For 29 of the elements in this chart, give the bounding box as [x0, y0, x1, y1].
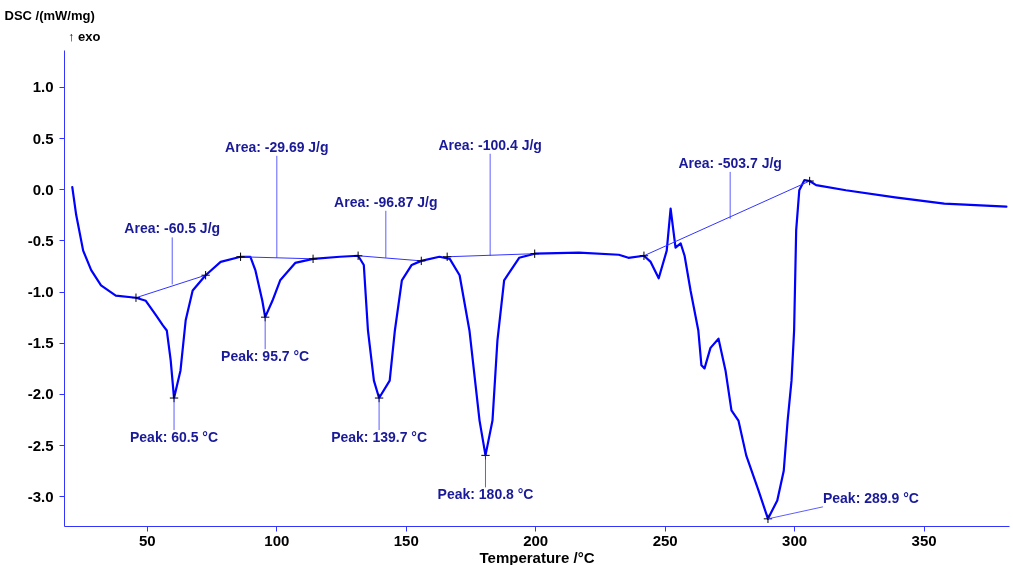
- annotation: Peak: 95.7 °C: [221, 348, 310, 365]
- y-tick-label: -1.5: [27, 334, 54, 352]
- annotation: Peak: 139.7 °C: [331, 429, 428, 446]
- x-tick-label: 200: [523, 531, 549, 549]
- annotation: Area: -503.7 J/g: [678, 154, 782, 171]
- y-tick-label: 0.5: [32, 129, 54, 147]
- y-tick-label: 0.0: [32, 180, 54, 198]
- annotation: Area: -96.87 J/g: [334, 193, 438, 210]
- x-tick-label: 300: [782, 531, 808, 549]
- x-tick-label: 150: [393, 531, 419, 549]
- y-axis-title: DSC /(mW/mg): [4, 7, 95, 23]
- annotation: Area: -29.69 J/g: [225, 138, 329, 155]
- x-tick-label: 350: [911, 531, 937, 549]
- x-tick-label: 100: [264, 531, 290, 549]
- text: ↑ exo: [68, 29, 101, 44]
- annotation: Peak: 60.5 °C: [129, 429, 219, 446]
- annotation: Area: -60.5 J/g: [124, 220, 221, 237]
- x-axis-title: Temperature /°C: [479, 548, 595, 565]
- annotation: Peak: 180.8 °C: [437, 486, 534, 503]
- y-tick-label: -3.0: [27, 487, 54, 505]
- y-tick-label: 1.0: [32, 78, 54, 96]
- y-tick-label: -2.0: [27, 385, 54, 403]
- x-tick-label: 50: [139, 531, 156, 549]
- annotation: Area: -100.4 J/g: [438, 136, 542, 153]
- y-tick-label: -0.5: [27, 231, 54, 249]
- y-tick-label: -2.5: [27, 436, 54, 454]
- annotation: Peak: 289.9 °C: [822, 489, 919, 506]
- y-tick-label: -1.0: [27, 283, 54, 301]
- x-tick-label: 250: [652, 531, 678, 549]
